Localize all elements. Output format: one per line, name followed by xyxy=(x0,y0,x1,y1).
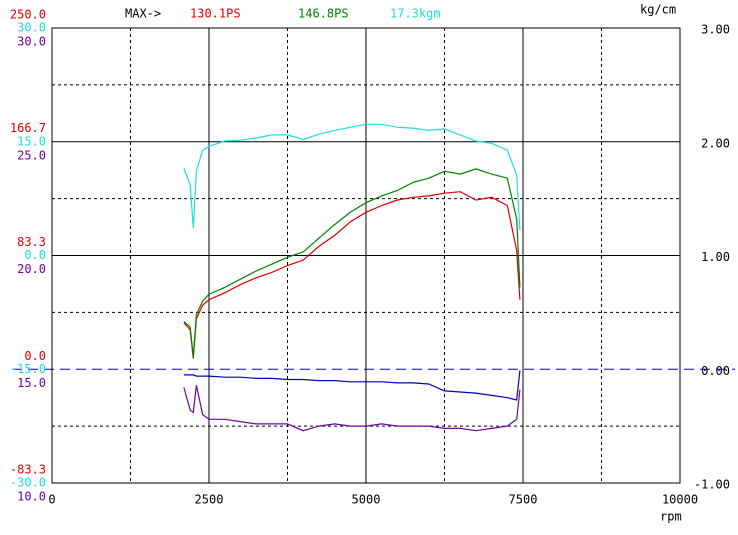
y2-axis-label: kg/cm xyxy=(640,3,676,17)
y-tick-label: 15.0 xyxy=(17,134,46,148)
y-tick-label: 0.0 xyxy=(24,248,46,262)
header-max-value: 146.8PS xyxy=(298,7,349,21)
header-label: MAX-> xyxy=(125,7,161,21)
y-tick-label: 250.0 xyxy=(10,8,46,22)
header-max-value: 17.3kgm xyxy=(390,7,441,21)
y-tick-label: 10.0 xyxy=(17,490,46,504)
x-tick-label: 0 xyxy=(48,493,55,507)
y-tick-label: 83.3 xyxy=(17,235,46,249)
y-tick-label: 30.0 xyxy=(17,21,46,35)
y-tick-label: -15.0 xyxy=(10,362,46,376)
x-tick-label: 2500 xyxy=(195,493,224,507)
y2-tick-label: 3.00 xyxy=(701,23,730,37)
series-line xyxy=(183,123,521,231)
y-tick-label: 166.7 xyxy=(10,121,46,135)
x-axis-label: rpm xyxy=(660,510,682,524)
y2-tick-label: 2.00 xyxy=(701,136,730,150)
y2-tick-label: 0.00 xyxy=(701,364,730,378)
series-line xyxy=(183,385,521,432)
series-line xyxy=(183,191,521,359)
x-tick-label: 7500 xyxy=(509,493,538,507)
plot-frame xyxy=(51,27,681,484)
series-line xyxy=(183,168,521,358)
header-max-value: 130.1PS xyxy=(190,7,241,21)
y-tick-label: 0.0 xyxy=(24,349,46,363)
y-tick-label: 20.0 xyxy=(17,262,46,276)
y2-tick-label: 1.00 xyxy=(701,250,730,264)
y-tick-label: -83.3 xyxy=(10,463,46,477)
y-tick-label: 25.0 xyxy=(17,148,46,162)
y-tick-label: -30.0 xyxy=(10,476,46,490)
x-tick-label: 10000 xyxy=(662,493,698,507)
y-tick-label: 30.0 xyxy=(17,35,46,49)
y2-tick-label: -1.00 xyxy=(694,478,730,492)
series-line xyxy=(183,370,521,401)
y-tick-label: 15.0 xyxy=(17,376,46,390)
x-tick-label: 5000 xyxy=(352,493,381,507)
